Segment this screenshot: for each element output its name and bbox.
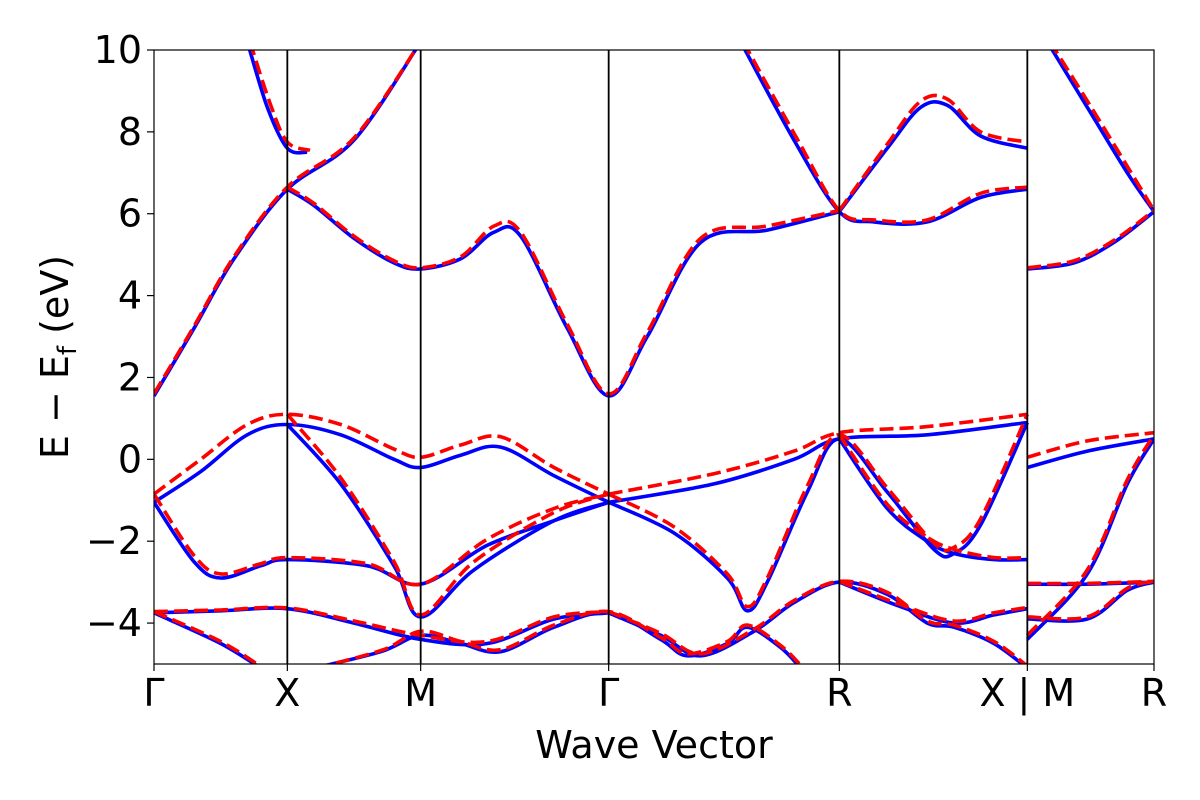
band-line-dashed xyxy=(285,413,610,617)
band-line-dashed xyxy=(745,50,1028,225)
plot-frame xyxy=(153,49,1155,665)
band-line-solid xyxy=(1027,210,1154,271)
y-axis-label-unit: (eV) xyxy=(33,255,77,346)
y-tick-label: 10 xyxy=(94,28,142,72)
band-line-dashed xyxy=(837,433,1028,560)
band-line-dashed xyxy=(154,609,261,664)
band-line-dashed xyxy=(838,579,1028,623)
band-line-dashed xyxy=(1027,209,1154,270)
band-line-dashed xyxy=(607,413,1029,609)
x-axis-ticks: Γ X M Γ R X | M R xyxy=(143,664,1167,716)
y-tick-label: 2 xyxy=(118,355,142,399)
band-line-solid xyxy=(1025,437,1154,641)
band-line-dashed xyxy=(154,50,418,395)
band-line-dashed xyxy=(1027,579,1154,586)
band-line-dashed xyxy=(325,609,802,664)
x-axis-label: Wave Vector xyxy=(535,723,773,767)
x-tick-label: X | M xyxy=(979,671,1075,716)
y-tick-label: −2 xyxy=(86,519,142,563)
series-dashed xyxy=(154,50,1154,664)
high-symmetry-lines xyxy=(286,50,1029,664)
series-solid xyxy=(154,50,1154,664)
band-line-solid xyxy=(743,50,1028,226)
x-tick-label: R xyxy=(1141,671,1167,715)
x-tick-label: X xyxy=(274,671,300,715)
band-line-dashed xyxy=(1027,579,1154,621)
band-line-solid xyxy=(608,420,1028,505)
band-line-dashed xyxy=(1025,433,1154,637)
y-axis-label-main: E − E xyxy=(33,355,77,459)
band-line-solid xyxy=(607,421,1029,613)
x-tick-label: Γ xyxy=(598,671,619,715)
x-tick-label: M xyxy=(404,671,437,715)
band-line-dashed xyxy=(286,185,840,396)
band-line-dashed xyxy=(608,412,1028,496)
y-axis-label-subscript: f xyxy=(53,345,83,355)
y-axis-label: E − Ef (eV) xyxy=(33,255,83,459)
band-line-dashed xyxy=(154,492,610,587)
y-tick-label: 0 xyxy=(118,437,142,481)
band-line-dashed xyxy=(837,93,1028,212)
band-line-solid xyxy=(286,187,840,398)
band-line-dashed xyxy=(1053,50,1154,212)
band-line-solid xyxy=(247,50,308,155)
band-line-solid xyxy=(154,611,258,664)
band-line-solid xyxy=(154,422,610,504)
y-tick-label: 6 xyxy=(118,192,142,236)
x-tick-label: Γ xyxy=(143,671,164,715)
y-tick-label: 4 xyxy=(118,274,142,318)
band-line-solid xyxy=(1050,50,1154,213)
band-line-solid xyxy=(1026,437,1154,470)
y-tick-label: 8 xyxy=(118,110,142,154)
band-line-dashed xyxy=(608,579,1028,664)
band-line-dashed xyxy=(154,605,609,645)
bands-layer xyxy=(154,50,1154,664)
band-line-solid xyxy=(607,580,1025,664)
band-line-solid xyxy=(837,100,1028,213)
y-tick-label: −4 xyxy=(86,601,142,645)
x-tick-label: R xyxy=(826,671,852,715)
band-line-dashed xyxy=(250,50,311,153)
band-line-solid xyxy=(154,500,610,587)
band-line-dashed xyxy=(154,412,610,496)
y-axis-ticks: −4 −2 0 2 4 6 8 10 xyxy=(86,28,154,645)
band-line-dashed xyxy=(1026,430,1154,460)
